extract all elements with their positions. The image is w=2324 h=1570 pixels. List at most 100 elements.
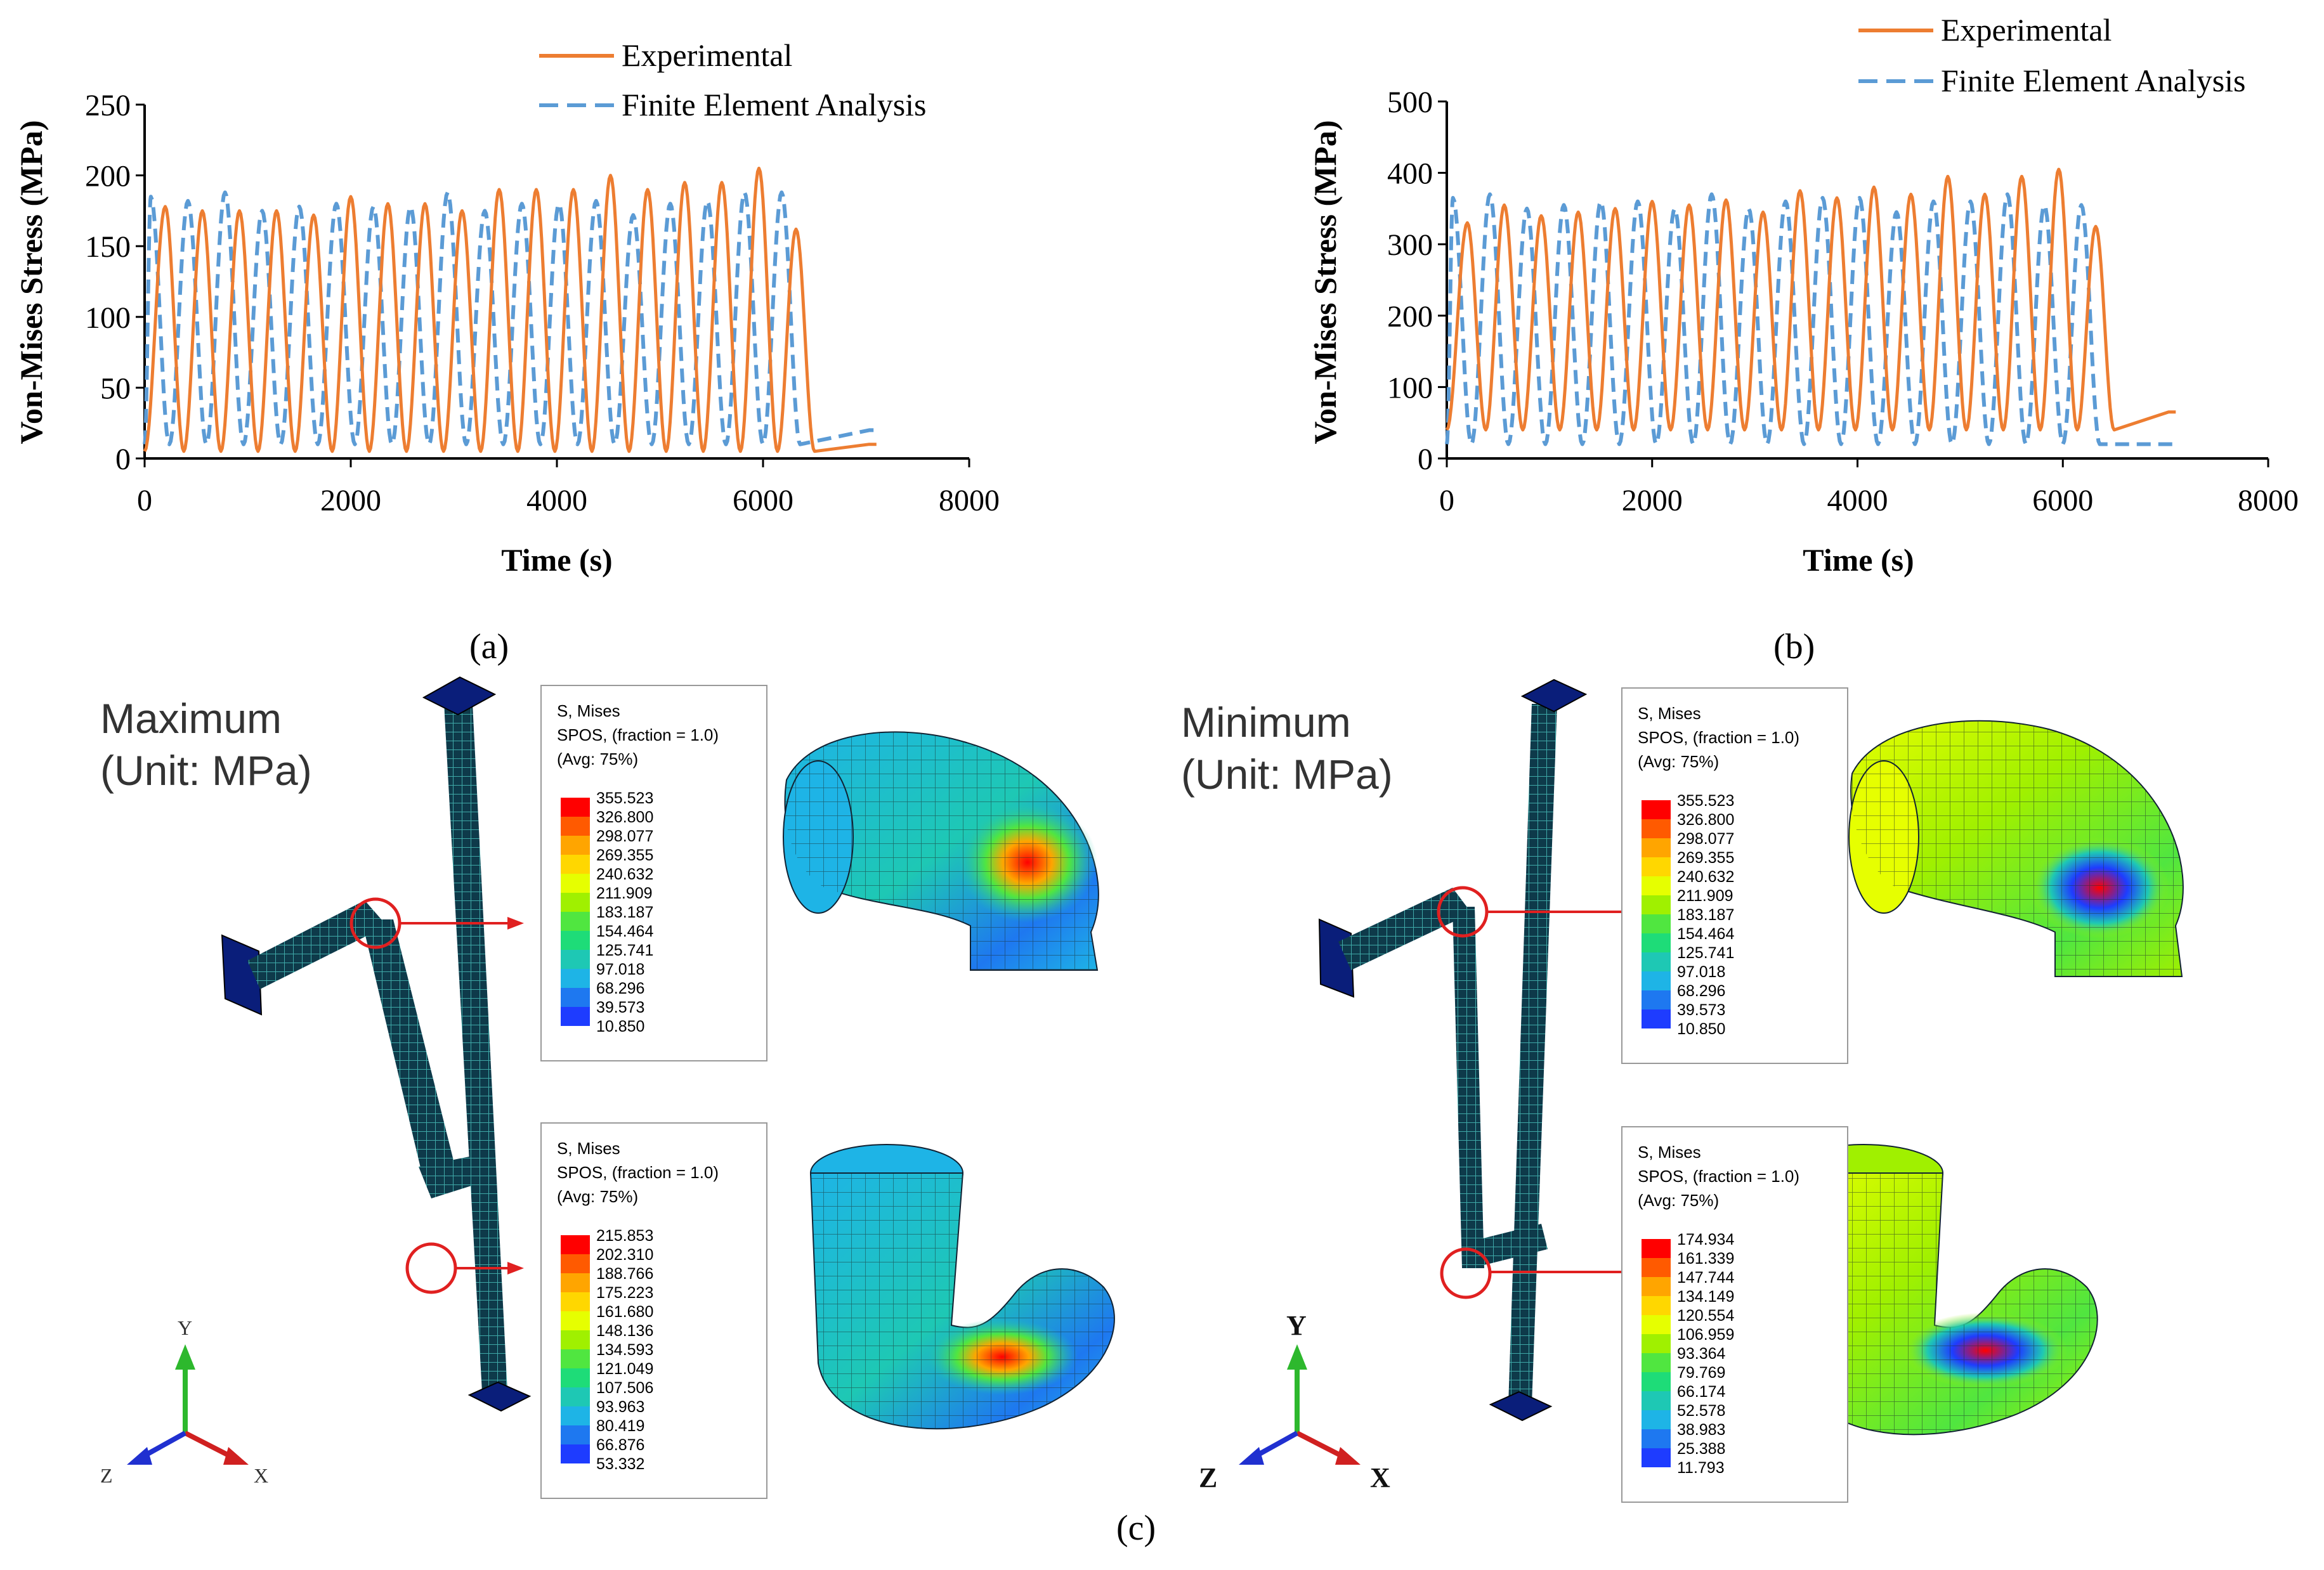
x-tick-label: 2000 bbox=[1622, 484, 1683, 517]
legend-value: 174.934 bbox=[1677, 1231, 1735, 1249]
legend-value: 39.573 bbox=[1677, 1001, 1726, 1019]
legend-value: 52.578 bbox=[1677, 1402, 1726, 1420]
colorbar-swatch bbox=[561, 950, 590, 969]
colorbar-swatch bbox=[561, 817, 590, 836]
x-tick-label: 0 bbox=[137, 484, 152, 517]
colorbar-swatch bbox=[561, 1387, 590, 1406]
coordinate-triad-left: Y Z X bbox=[100, 1316, 268, 1487]
x-tick-label: 4000 bbox=[1827, 484, 1888, 517]
legend-value: 175.223 bbox=[596, 1284, 654, 1302]
legend-value: 161.680 bbox=[596, 1303, 654, 1321]
colorbar-swatch bbox=[1642, 819, 1671, 838]
colorbar-swatch bbox=[1642, 800, 1671, 819]
legend-value: 202.310 bbox=[596, 1246, 654, 1264]
legend-label-experimental: Experimental bbox=[622, 37, 792, 73]
legend-value: 298.077 bbox=[596, 827, 654, 845]
colorbar-swatch bbox=[561, 1444, 590, 1463]
base-plate-left bbox=[221, 934, 263, 1016]
y-tick-label: 150 bbox=[85, 230, 131, 264]
panel-label-a: (a) bbox=[469, 627, 509, 666]
base-plate-bottom bbox=[467, 1381, 532, 1412]
panel-label-b: (b) bbox=[1773, 627, 1815, 666]
chart-b: 0 100 200 300 400 500 0 2000 4000 6000 8000 Von-M… bbox=[1307, 12, 2299, 578]
y-tick-label: 100 bbox=[85, 301, 131, 335]
legend-value: 269.355 bbox=[596, 847, 654, 864]
pipe-diagonal bbox=[362, 919, 454, 1173]
colorbar-swatch bbox=[1642, 1277, 1671, 1296]
legend-value: 240.632 bbox=[596, 866, 654, 883]
legend-value: 183.187 bbox=[1677, 906, 1735, 924]
colorbar-swatch bbox=[561, 969, 590, 988]
legend-label-experimental: Experimental bbox=[1941, 12, 2112, 48]
colorbar-swatch bbox=[1642, 1315, 1671, 1334]
elbow-bottom-contour bbox=[1783, 1144, 2098, 1436]
legend-value: 161.339 bbox=[1677, 1250, 1735, 1268]
colorbar-swatch bbox=[1642, 1353, 1671, 1372]
colorbar-swatch bbox=[561, 836, 590, 855]
legend-value: 11.793 bbox=[1677, 1459, 1725, 1477]
colorbar-swatch bbox=[1642, 990, 1671, 1009]
fea-left-legend-bottom: S, Mises SPOS, (fraction = 1.0) (Avg: 75%)… bbox=[540, 1122, 767, 1499]
base-plate-top bbox=[1520, 678, 1588, 713]
legend-value: 326.800 bbox=[596, 808, 654, 826]
colorbar-swatch bbox=[561, 1330, 590, 1349]
y-tick-label: 0 bbox=[115, 443, 131, 476]
colorbar-swatch bbox=[1642, 838, 1671, 857]
y-tick-label: 200 bbox=[85, 160, 131, 193]
colorbar-swatch bbox=[561, 1273, 590, 1292]
x-tick-label: 6000 bbox=[733, 484, 793, 517]
colorbar-swatch bbox=[1642, 1009, 1671, 1028]
legend-value: 121.049 bbox=[596, 1360, 654, 1378]
legend-value: 355.523 bbox=[1677, 792, 1735, 810]
pipe-model bbox=[1318, 678, 1735, 1422]
axis-label-x: X bbox=[1370, 1462, 1390, 1493]
colorbar-swatch bbox=[561, 1311, 590, 1330]
series-line-experimental bbox=[143, 166, 877, 453]
colorbar-swatch bbox=[1642, 876, 1671, 895]
legend-value: 154.464 bbox=[596, 923, 654, 940]
legend-value: 125.741 bbox=[596, 942, 654, 959]
legend-value: 66.876 bbox=[596, 1436, 645, 1454]
legend-value: 97.018 bbox=[596, 961, 645, 978]
axis-label-z: Z bbox=[1199, 1462, 1217, 1493]
y-tick-label: 200 bbox=[1387, 300, 1433, 334]
legend-value: 269.355 bbox=[1677, 849, 1735, 867]
y-tick-label: 100 bbox=[1387, 371, 1433, 405]
legend-value: 134.149 bbox=[1677, 1288, 1735, 1306]
x-tick-label: 6000 bbox=[2032, 484, 2093, 517]
legend-value: 80.419 bbox=[596, 1417, 645, 1435]
elbow-top-contour bbox=[783, 731, 1099, 971]
callout-circle-bottom bbox=[1440, 1247, 1492, 1299]
legend-value: 125.741 bbox=[1677, 944, 1735, 962]
fea-right-legend-top: S, Mises SPOS, (fraction = 1.0) (Avg: 75%)… bbox=[1621, 687, 1848, 1064]
colorbar-swatch bbox=[561, 1406, 590, 1425]
pipe-model bbox=[221, 676, 532, 1412]
colorbar-swatch bbox=[561, 893, 590, 912]
axis-label-y: Y bbox=[178, 1316, 192, 1339]
x-axis-label: Time (s) bbox=[501, 542, 612, 578]
colorbar-swatch bbox=[1642, 895, 1671, 914]
series-line-fea bbox=[1445, 192, 2176, 446]
callout-arrowhead-bottom bbox=[507, 1262, 524, 1275]
colorbar-swatch bbox=[1642, 857, 1671, 876]
colorbar-swatch bbox=[1642, 1334, 1671, 1353]
pipe-diagonal bbox=[1452, 907, 1484, 1268]
legend-value: 53.332 bbox=[596, 1455, 645, 1473]
legend-value: 211.909 bbox=[596, 885, 653, 902]
colorbar-swatch bbox=[561, 1425, 590, 1444]
colorbar-swatch bbox=[1642, 1429, 1671, 1448]
legend-value: 93.963 bbox=[596, 1398, 645, 1416]
x-tick-label: 8000 bbox=[2238, 484, 2299, 517]
legend-value: 10.850 bbox=[1677, 1020, 1726, 1038]
legend-value: 38.983 bbox=[1677, 1421, 1726, 1439]
colorbar-swatch bbox=[561, 855, 590, 874]
colorbar-swatch bbox=[561, 1235, 590, 1254]
colorbar-swatch bbox=[1642, 933, 1671, 952]
legend-value: 120.554 bbox=[1677, 1307, 1735, 1325]
fea-right-title: Minimum (Unit: MPa) bbox=[1181, 699, 1393, 798]
colorbar-swatch bbox=[561, 912, 590, 931]
callout-arrowhead-top bbox=[507, 917, 524, 930]
legend-value: 107.506 bbox=[596, 1379, 654, 1397]
colorbar-swatch bbox=[561, 1007, 590, 1026]
